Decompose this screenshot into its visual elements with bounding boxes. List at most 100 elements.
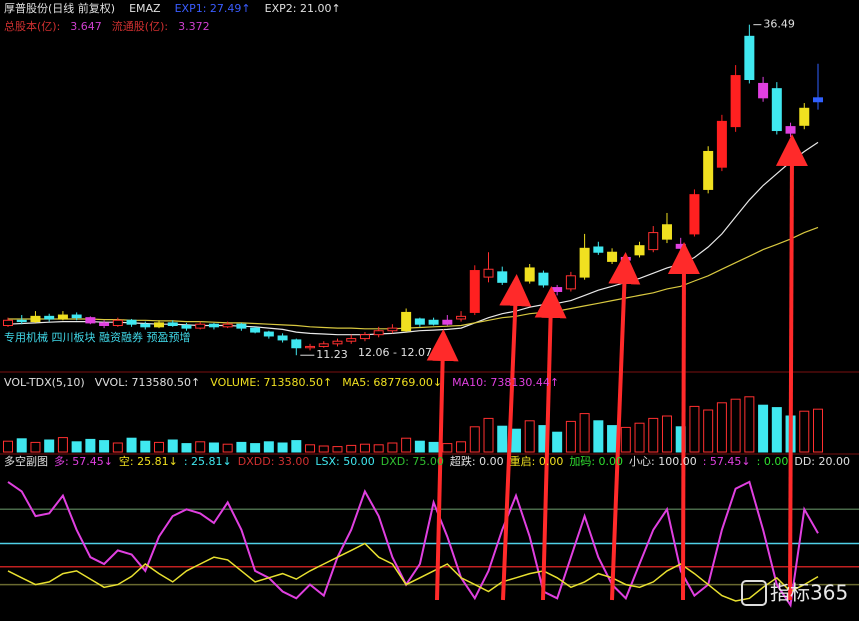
candle-body [16,319,27,323]
candle-body [71,314,82,319]
volume-bar [648,417,659,453]
annotation-arrows [426,134,808,601]
watermark-text: 指标365 [770,581,848,605]
arrow [534,286,567,601]
legend-text: 流通股(亿): [112,19,168,33]
arrow [608,252,641,601]
arrow [499,274,532,601]
legend-text: DXDD: 33.00 [238,455,310,468]
volume-bar [469,426,480,453]
legend-text: : 57.45↓ [703,455,751,468]
candle-body [483,268,494,278]
volume-bar [813,408,823,453]
legend-text: 3.372 [178,20,210,33]
candle-body [277,335,288,341]
candle-body [799,107,810,126]
legend-text: 超跌: 0.00 [450,454,504,468]
volume-bar [85,438,96,453]
tag-strip: 专用机械 四川板块 融资融券 预盈预增 [4,330,191,344]
candle-body [414,318,425,325]
volume-bar [346,444,357,453]
candle-body [510,284,521,290]
volume-bar [771,407,782,453]
legend-text: 多: 57.45↓ [54,454,113,468]
candle-body [607,251,618,262]
volume-bar [456,441,467,453]
candle-body [469,270,480,313]
legend-text: EMAZ [129,2,161,15]
volume-bar [181,443,192,453]
watermark: 指标365 [741,580,848,606]
legend-text: MA5: 687769.00↓ [342,376,442,389]
candle-body [263,331,274,337]
volume-bar [524,420,535,453]
watermark-icon [741,580,767,606]
candle-body [359,334,370,340]
volume-bar [250,443,261,453]
candle-body [291,339,302,349]
candle-body [552,287,563,292]
candle-body [167,322,178,327]
legend-text: DXD: 75.00 [381,455,444,468]
candle-body [401,311,412,332]
volume-bar [661,415,672,453]
candle-body [305,345,316,349]
volume-bar [305,444,316,453]
candle-body [250,327,261,333]
candle-body [140,323,151,328]
volume-bar [16,438,27,453]
legend-text: VOL-TDX(5,10) [4,376,85,389]
candle-body [154,322,165,328]
candle-body [771,88,782,132]
volume-bar [758,404,769,453]
candle-body [785,126,796,134]
volume-bar [607,425,618,453]
legend-text: DD: 20.00 [794,455,850,468]
legend-text: 总股本(亿): [4,19,60,33]
volume-bar [291,440,302,453]
volume-bar [799,410,810,453]
candle-body [524,267,535,282]
candle-body [675,243,686,249]
candle-body [318,343,329,347]
candle-body [85,317,96,324]
candle-body [730,75,741,128]
legend-text: LSX: 50.00 [315,455,374,468]
candle-body [634,245,645,256]
volume-bar [401,437,412,453]
volume-bar [510,428,521,453]
volume-bar [483,417,494,453]
arrow [667,242,700,601]
candle-body [30,315,41,323]
candle-body [579,247,590,278]
legend-text: EXP1: 27.49↑ [175,2,251,15]
volume-bar [689,405,700,453]
candle-body [565,275,576,290]
volume-bar [167,439,178,453]
legend-text: EXP2: 21.00↑ [265,2,341,15]
candle-body [112,319,123,327]
candle-body [620,256,631,261]
candle-body [456,315,467,320]
volume-bar [71,441,82,453]
candle-body [428,319,439,325]
volume-bar [277,442,288,453]
volume-bar [373,444,384,453]
volume-bar [236,441,247,453]
volume-bar [620,426,631,453]
volume-bar [332,446,343,453]
legend-text: 厚普股份(日线 前复权) [4,1,115,15]
volume-bar [263,441,274,453]
candle-body [497,271,508,283]
volume-bar [208,442,219,453]
candle-body [689,194,700,235]
candle-body [346,338,357,342]
candle-body [538,272,549,286]
candle-body [195,323,206,329]
legend-text: VOLUME: 713580.50↑ [210,376,332,389]
candle-body [44,315,55,320]
legend-text: : 0.00 [757,455,789,468]
volume-bar [3,440,13,453]
candle-body [758,82,769,99]
candle-body [126,319,137,325]
